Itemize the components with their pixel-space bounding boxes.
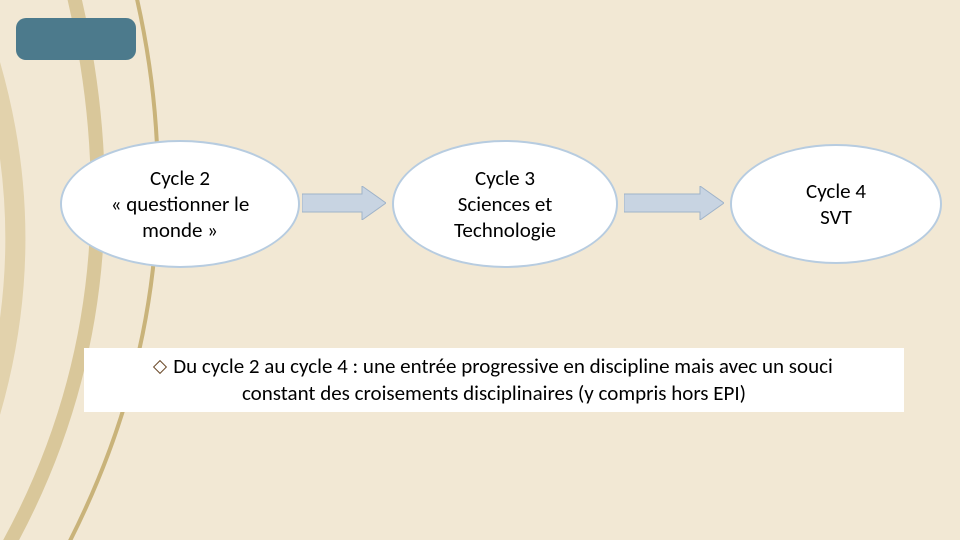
cycle4-line2: SVT bbox=[820, 204, 852, 230]
cycle2-line2: « questionner le bbox=[111, 191, 250, 217]
slide: Cycle 2 « questionner le monde » Cycle 3… bbox=[0, 0, 960, 540]
caption-box: Du cycle 2 au cycle 4 : une entrée progr… bbox=[84, 348, 904, 412]
arrow-2-shape bbox=[624, 186, 724, 220]
arrow-2 bbox=[624, 186, 724, 220]
cycle3-line3: Technologie bbox=[454, 217, 556, 243]
cycle4-line1: Cycle 4 bbox=[806, 178, 866, 204]
cycle2-line3: monde » bbox=[142, 217, 218, 243]
top-accent-pill bbox=[16, 18, 136, 60]
ellipse-cycle4: Cycle 4 SVT bbox=[730, 144, 942, 264]
cycle2-line1: Cycle 2 bbox=[150, 165, 210, 191]
caption-line1: Du cycle 2 au cycle 4 : une entrée progr… bbox=[173, 353, 833, 379]
cycle3-line2: Sciences et bbox=[458, 191, 553, 217]
caption-text: Du cycle 2 au cycle 4 : une entrée progr… bbox=[155, 353, 833, 408]
cycle3-line1: Cycle 3 bbox=[475, 165, 535, 191]
arrow-1 bbox=[302, 186, 386, 220]
ellipse-cycle2: Cycle 2 « questionner le monde » bbox=[60, 140, 300, 268]
arrow-1-shape bbox=[302, 186, 386, 220]
caption-line2: constant des croisements disciplinaires … bbox=[242, 380, 746, 406]
ellipse-cycle3: Cycle 3 Sciences et Technologie bbox=[392, 140, 618, 268]
bullet-diamond-icon bbox=[153, 360, 167, 374]
ellipse-cycle2-text: Cycle 2 « questionner le monde » bbox=[111, 165, 250, 244]
ellipse-cycle3-text: Cycle 3 Sciences et Technologie bbox=[454, 165, 556, 244]
ellipse-cycle4-text: Cycle 4 SVT bbox=[806, 178, 866, 231]
